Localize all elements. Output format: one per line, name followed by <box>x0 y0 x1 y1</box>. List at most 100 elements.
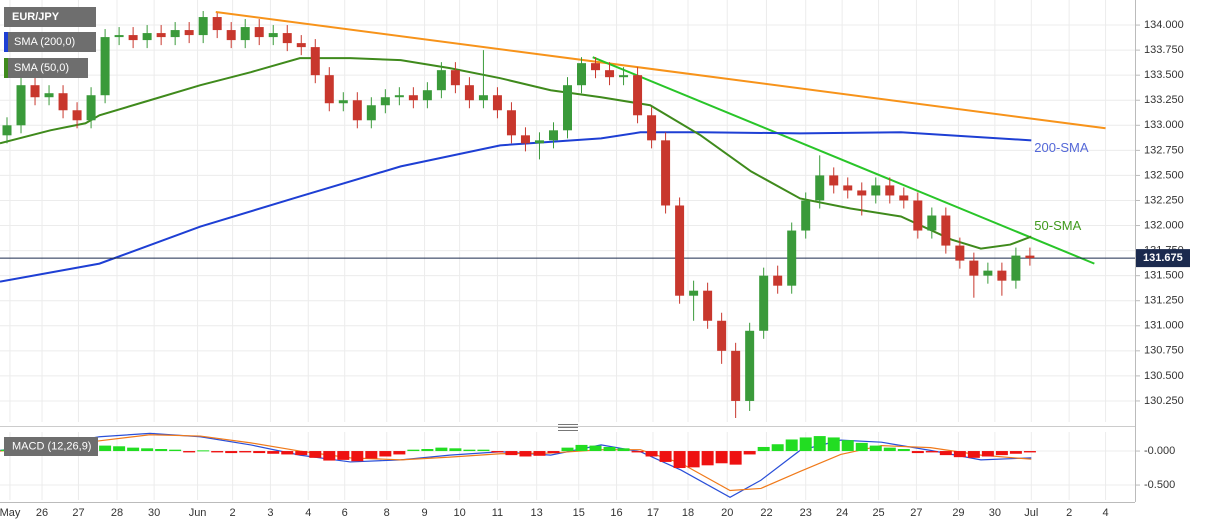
histogram-bar <box>603 446 616 452</box>
candle-body <box>661 140 671 206</box>
histogram-bar <box>1009 451 1022 454</box>
histogram-bar <box>533 451 546 456</box>
y-tick-label: 132.500 <box>1144 169 1184 181</box>
histogram-bar <box>645 451 658 457</box>
y-tick-label: 133.250 <box>1144 94 1184 106</box>
candle-body <box>352 100 362 121</box>
histogram-bar <box>449 448 462 452</box>
candle-body <box>801 200 811 231</box>
candle-body <box>1025 255 1035 259</box>
label-layer: 130.250 130.500 130.750 131.000 131.250 131.5… <box>0 19 1190 519</box>
series-line <box>0 434 1032 492</box>
candle-body <box>899 195 909 201</box>
candle-body <box>464 85 474 101</box>
candle-body <box>1011 255 1021 281</box>
candle-body <box>254 27 264 38</box>
legend-sma200[interactable]: SMA (200,0) <box>4 32 96 52</box>
histogram-bar <box>743 451 756 455</box>
histogram-bar <box>267 451 280 454</box>
candle-body <box>745 330 755 401</box>
histogram-bar <box>939 451 952 456</box>
legend-title: EUR/JPY <box>12 11 60 23</box>
histogram-bar <box>855 442 868 452</box>
legend-macd[interactable]: MACD (12,26,9) <box>4 437 98 456</box>
candle-body <box>871 185 881 196</box>
x-tick-label: 3 <box>267 507 273 519</box>
candle-body <box>675 205 685 296</box>
series-annotation: 50-SMA <box>1034 218 1081 233</box>
histogram-bar <box>701 451 714 466</box>
histogram-bar <box>127 447 140 452</box>
histogram-bar <box>729 451 742 465</box>
candle-body <box>338 100 348 104</box>
histogram-bar <box>967 451 980 458</box>
histogram-bar <box>155 449 168 452</box>
histogram-bar <box>323 451 336 461</box>
y-tick-label: 133.000 <box>1144 119 1184 131</box>
candle-body <box>30 85 40 98</box>
y-tick-label: 131.250 <box>1144 295 1184 307</box>
histogram-bar <box>561 447 574 452</box>
x-tick-label: 4 <box>1103 507 1109 519</box>
candle-body <box>731 350 741 401</box>
histogram-bar <box>253 451 266 454</box>
candle-body <box>114 35 124 38</box>
last-price-label: 131.675 <box>1143 252 1183 264</box>
candle-body <box>282 33 292 44</box>
histogram-bar <box>869 445 882 452</box>
histogram-bar <box>113 446 126 452</box>
histogram-bar <box>379 451 392 457</box>
candle-body <box>198 17 208 36</box>
x-tick-label: 11 <box>492 507 503 519</box>
candle-body <box>689 290 699 296</box>
histogram-bar <box>897 449 910 452</box>
histogram-bar <box>547 451 560 454</box>
histogram-bar <box>785 439 798 452</box>
histogram-bar <box>813 436 826 452</box>
histogram-bar <box>631 451 644 453</box>
candle-body <box>324 75 334 104</box>
last-price-box <box>1136 249 1190 268</box>
x-tick-label: 29 <box>952 507 964 519</box>
candle-body <box>605 70 615 78</box>
x-tick-label: 2 <box>1066 507 1072 519</box>
histogram-bar <box>659 451 672 462</box>
candle-body <box>829 175 839 186</box>
candle-body <box>226 30 236 41</box>
x-tick-label: 4 <box>305 507 311 519</box>
x-tick-label: 10 <box>453 507 465 519</box>
candle-body <box>885 185 895 196</box>
histogram-bar <box>925 451 938 453</box>
candle-body <box>380 97 390 106</box>
candle-body <box>591 63 601 71</box>
x-tick-label: 8 <box>384 507 390 519</box>
histogram-bar <box>393 451 406 455</box>
histogram-bar <box>197 450 210 452</box>
histogram-bar <box>841 440 854 452</box>
resize-handle[interactable] <box>558 424 578 431</box>
series-annotation: 200-SMA <box>1034 140 1089 155</box>
histogram-bar <box>953 451 966 458</box>
histogram-bar <box>617 448 630 452</box>
histogram-bar <box>141 448 154 452</box>
histogram-bar <box>169 449 182 452</box>
legend-sma50[interactable]: SMA (50,0) <box>4 58 88 78</box>
y-tick-label: 132.750 <box>1144 144 1184 156</box>
candle-body <box>86 95 96 121</box>
candle-body <box>310 47 320 76</box>
x-tick-label: 30 <box>148 507 160 519</box>
series-line <box>0 432 1032 498</box>
legend-symbol[interactable]: EUR/JPY <box>4 7 96 27</box>
candle-body <box>2 125 12 136</box>
legend-box <box>4 32 96 52</box>
x-tick-label: 28 <box>111 507 123 519</box>
histogram-bar <box>351 451 364 462</box>
candle-body <box>156 33 166 38</box>
histogram-bar <box>589 445 602 452</box>
x-tick-label: 2 <box>230 507 236 519</box>
candle-body <box>16 85 26 126</box>
legend-swatch <box>4 58 8 78</box>
histogram-bar <box>687 451 700 468</box>
x-tick-label: 26 <box>36 507 48 519</box>
trend-line <box>592 56 1095 265</box>
